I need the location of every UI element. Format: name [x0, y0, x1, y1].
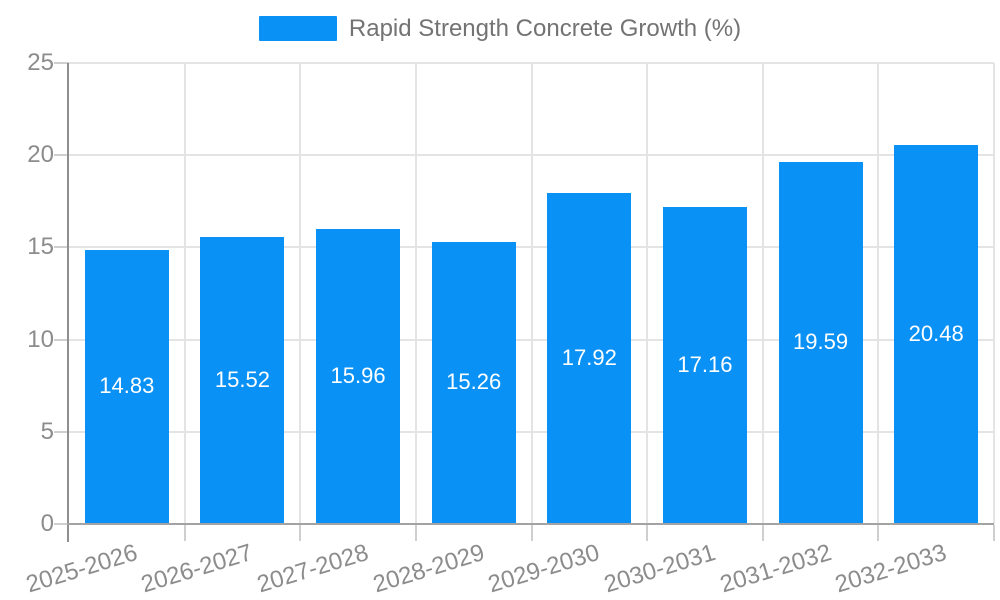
x-gridline	[646, 63, 649, 524]
x-tick-mark	[183, 525, 186, 541]
bar-value-label: 15.96	[330, 362, 386, 388]
bar[interactable]: 14.83	[84, 249, 169, 523]
y-tick-mark	[54, 338, 69, 341]
x-gridline	[877, 63, 880, 524]
x-tick-mark	[761, 525, 764, 541]
bar-value-label: 20.48	[908, 321, 964, 347]
x-tick-mark	[530, 525, 533, 541]
bar[interactable]: 15.52	[200, 236, 285, 523]
bar[interactable]: 17.92	[547, 192, 632, 523]
bar-value-label: 17.16	[677, 351, 733, 377]
x-gridline	[299, 63, 302, 524]
y-axis-line	[67, 63, 69, 542]
x-gridline	[761, 63, 764, 524]
bar-value-label: 17.92	[561, 344, 617, 370]
x-gridline	[530, 63, 533, 524]
bar-value-label: 15.26	[446, 369, 502, 395]
y-tick-label: 5	[40, 417, 54, 445]
bar-value-label: 14.83	[99, 373, 155, 399]
y-tick-label: 0	[40, 510, 54, 537]
bar-value-label: 15.52	[214, 366, 270, 392]
x-gridline	[414, 63, 417, 524]
y-tick-label: 25	[27, 49, 54, 76]
legend-item[interactable]: Rapid Strength Concrete Growth (%)	[0, 16, 1000, 41]
legend-swatch-icon	[258, 16, 337, 41]
x-tick-mark	[877, 525, 880, 541]
y-tick-label: 10	[27, 325, 54, 353]
y-tick-label: 20	[27, 141, 54, 169]
y-tick-mark	[54, 62, 69, 64]
bar[interactable]: 15.96	[316, 228, 401, 523]
x-tick-mark	[993, 525, 995, 541]
y-tick-mark	[54, 154, 69, 157]
y-tick-mark	[54, 246, 69, 249]
bar[interactable]: 17.16	[662, 206, 747, 523]
legend-label: Rapid Strength Concrete Growth (%)	[348, 15, 742, 42]
y-tick-label: 15	[27, 233, 54, 261]
bar[interactable]: 15.26	[431, 241, 516, 523]
x-gridline	[993, 63, 995, 524]
x-axis-line	[67, 523, 994, 525]
bar-value-label: 19.59	[793, 329, 849, 355]
x-tick-mark	[414, 525, 417, 541]
y-tick-mark	[54, 523, 69, 525]
bar[interactable]: 19.59	[778, 161, 863, 523]
x-tick-mark	[646, 525, 649, 541]
x-gridline	[183, 63, 186, 524]
y-tick-mark	[54, 430, 69, 433]
bar[interactable]: 20.48	[894, 145, 979, 523]
x-tick-mark	[299, 525, 302, 541]
